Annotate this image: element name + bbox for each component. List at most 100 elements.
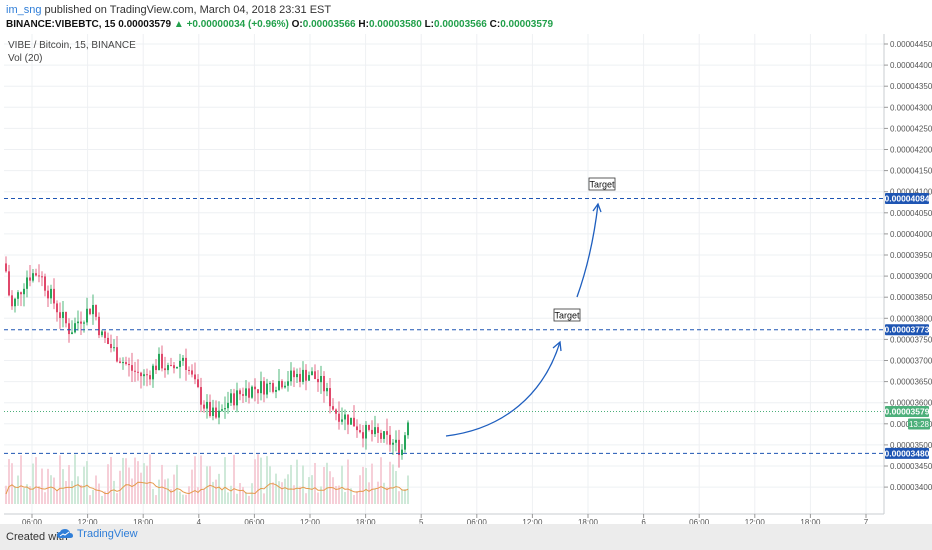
candle-body	[275, 389, 277, 392]
volume-bar	[302, 465, 304, 504]
candle-body	[329, 388, 331, 407]
candle-body	[77, 321, 79, 324]
chart-area[interactable]: Target Target 0.00004450 0.00004400 0.0000…	[4, 34, 932, 527]
low-value: 0.00003566	[434, 19, 487, 30]
candle-body	[38, 275, 40, 277]
candle-body	[32, 273, 34, 281]
volume-bar	[326, 462, 328, 504]
candle-body	[203, 404, 205, 409]
candle-body	[182, 357, 184, 361]
volume-bar	[5, 485, 7, 504]
volume-bar	[212, 481, 214, 504]
volume-bar	[290, 464, 292, 504]
last-price-text: 0.00003579	[885, 407, 930, 417]
time-tick-label: 5	[419, 518, 424, 524]
time-axis[interactable]: 06:00 12:00 18:00 4 06:00 12:00 18:00 5 06:00 12:…	[22, 514, 869, 527]
volume-bar	[44, 492, 46, 504]
candle-body	[254, 386, 256, 390]
candle-body	[344, 414, 346, 420]
candle-body	[227, 402, 229, 409]
candle-body	[395, 439, 397, 443]
time-tick-label: 18:00	[578, 518, 599, 524]
candle-body	[260, 381, 262, 394]
volume-bar	[176, 464, 178, 504]
candle-body	[356, 426, 358, 431]
target-label-2[interactable]: Target	[588, 177, 616, 191]
volume-bar	[8, 459, 10, 504]
volume-bar	[275, 473, 277, 504]
price-chart[interactable]: Target Target 0.00004450 0.00004400 0.0000…	[4, 34, 932, 527]
volume-bar	[146, 465, 148, 504]
volume-bar	[83, 466, 85, 504]
username-link[interactable]: im_sng	[6, 4, 42, 16]
volume-bar	[404, 489, 406, 504]
candle-body	[104, 331, 106, 338]
volume-bar	[383, 482, 385, 504]
candle-body	[302, 369, 304, 382]
price-tick-label: 0.00003650	[890, 378, 932, 387]
volume-bar	[278, 481, 280, 504]
volume-bar	[395, 471, 397, 504]
candle-body	[293, 370, 295, 378]
volume-bar	[368, 482, 370, 504]
volume-bar	[134, 457, 136, 504]
candle-body	[377, 427, 379, 433]
time-tick-label: 06:00	[689, 518, 710, 524]
volume-bar	[374, 488, 376, 504]
volume-bar	[11, 463, 13, 504]
candle-body	[380, 432, 382, 439]
last-price-badge: 0.00003579 13:28	[885, 406, 930, 430]
candle-body	[191, 370, 193, 375]
volume-bar	[389, 461, 391, 504]
candle-body	[215, 407, 217, 418]
projection-arrow-2[interactable]	[576, 203, 599, 298]
time-tick-label: 06:00	[22, 518, 43, 524]
volume-bar	[167, 478, 169, 504]
volume-bar	[194, 456, 196, 504]
volume-bar	[353, 495, 355, 504]
volume-bar	[338, 485, 340, 504]
volume-bars	[5, 454, 409, 504]
candle-body	[233, 393, 235, 406]
level-badge	[885, 324, 929, 336]
grid-lines	[4, 34, 884, 514]
volume-bar	[230, 485, 232, 504]
volume-bar	[80, 484, 82, 504]
volume-bar	[239, 483, 241, 504]
level-price-labels: 0.00004084 0.00003773 0.00003480	[885, 192, 930, 459]
time-tick-label: 06:00	[467, 518, 488, 524]
published-text: published on TradingView.com, March 04, …	[41, 4, 332, 16]
volume-bar	[179, 491, 181, 504]
candle-body	[368, 424, 370, 430]
candle-body	[149, 375, 151, 380]
volume-bar	[203, 489, 205, 504]
time-tick-label: 18:00	[800, 518, 821, 524]
time-tick-label: 6	[641, 518, 646, 524]
volume-bar	[308, 477, 310, 504]
candle-body	[242, 394, 244, 396]
tradingview-brand[interactable]: TradingView	[56, 528, 138, 540]
target-label-1[interactable]: Target	[553, 308, 581, 322]
volume-bar	[263, 493, 265, 504]
volume-bar	[332, 477, 334, 504]
candle-body	[398, 439, 400, 456]
volume-bar	[71, 480, 73, 504]
level-price-text: 0.00003773	[885, 325, 930, 335]
time-tick-label: 4	[197, 518, 202, 524]
price-tick-label: 0.00004350	[890, 82, 932, 91]
volume-bar	[50, 475, 52, 504]
projection-arrow-1[interactable]	[445, 341, 561, 437]
volume-bar	[197, 487, 199, 504]
candle-body	[407, 422, 409, 436]
candle-body	[119, 361, 121, 363]
candle-body	[374, 427, 376, 435]
volume-bar	[386, 487, 388, 504]
candle-body	[98, 316, 100, 336]
brand-name: TradingView	[77, 528, 138, 540]
price-tick-label: 0.00004300	[890, 103, 932, 112]
candle-body	[83, 322, 85, 324]
price-tick-label: 0.00003700	[890, 357, 932, 366]
volume-bar	[248, 495, 250, 504]
candle-body	[155, 365, 157, 371]
candle-body	[23, 288, 25, 295]
